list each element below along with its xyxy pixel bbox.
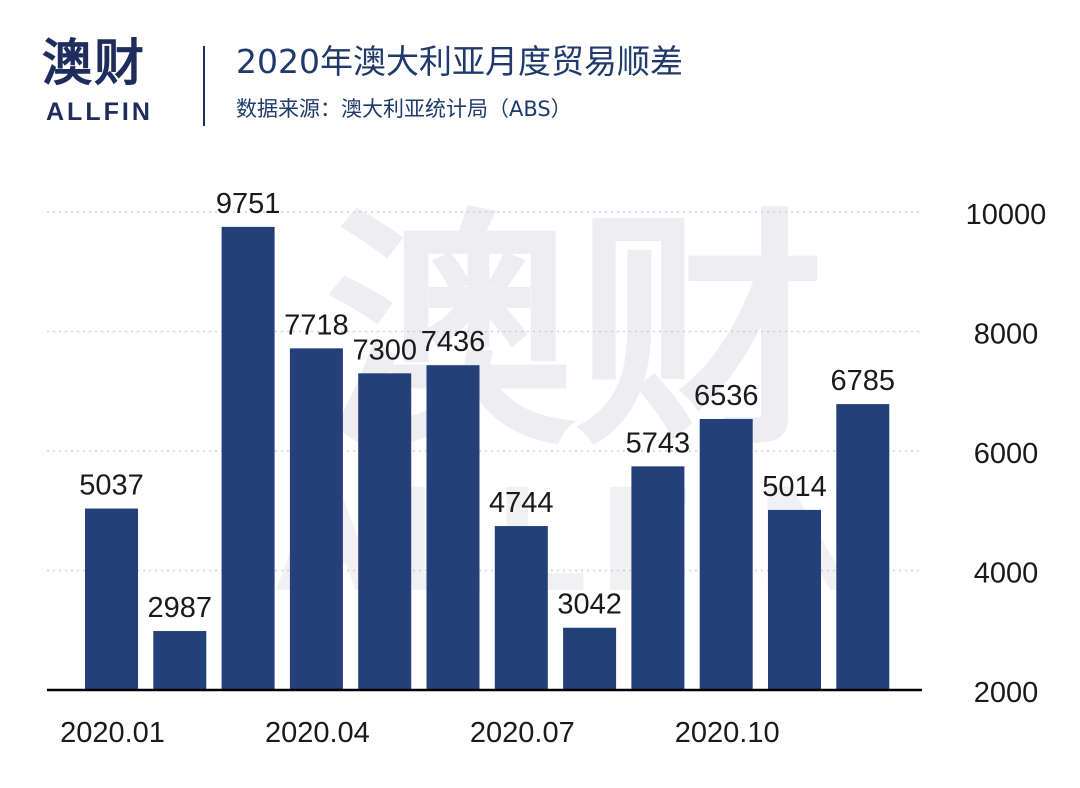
y-axis: 2000 4000 6000 8000 10000 xyxy=(966,199,1047,709)
x-tick-label: 2020.10 xyxy=(675,717,780,749)
logo-english: ALLFIN xyxy=(46,98,153,126)
y-tick-label: 10000 xyxy=(966,199,1047,231)
chart-source: 数据来源：澳大利亚统计局（ABS） xyxy=(236,97,572,121)
y-tick-label: 4000 xyxy=(974,558,1039,590)
data-label: 6536 xyxy=(694,380,759,412)
data-label: 4744 xyxy=(489,487,554,519)
header-divider xyxy=(203,46,205,126)
bar xyxy=(699,418,753,690)
data-label: 3042 xyxy=(557,589,622,621)
chart-title: 2020年澳大利亚月度贸易顺差 xyxy=(236,42,683,81)
logo-chinese: 澳财 xyxy=(42,34,146,92)
x-tick-label: 2020.04 xyxy=(265,717,370,749)
bar xyxy=(289,348,343,690)
data-label: 7718 xyxy=(284,309,349,341)
bar xyxy=(426,365,480,690)
data-label: 2987 xyxy=(148,592,213,624)
bar xyxy=(85,508,138,690)
data-label: 5037 xyxy=(79,470,144,502)
data-label: 5014 xyxy=(762,471,827,503)
bar xyxy=(836,404,890,690)
bars xyxy=(85,226,890,690)
data-label: 7300 xyxy=(352,334,417,366)
bar xyxy=(494,526,548,690)
bar xyxy=(221,226,275,690)
bar xyxy=(768,509,821,690)
data-label: 5743 xyxy=(626,427,691,459)
data-label: 6785 xyxy=(831,365,896,397)
y-tick-label: 6000 xyxy=(974,438,1039,470)
bar xyxy=(563,627,617,690)
y-tick-label: 2000 xyxy=(974,677,1039,709)
x-tick-label: 2020.01 xyxy=(60,717,165,749)
y-tick-label: 8000 xyxy=(974,319,1039,351)
gridlines xyxy=(47,211,922,572)
data-label: 9751 xyxy=(216,188,281,220)
x-tick-label: 2020.07 xyxy=(470,717,575,749)
bar xyxy=(631,466,685,690)
data-label: 7436 xyxy=(421,326,486,358)
bar xyxy=(358,373,412,690)
bar xyxy=(153,631,207,690)
x-axis: 2020.01 2020.04 2020.07 2020.10 xyxy=(47,688,922,749)
